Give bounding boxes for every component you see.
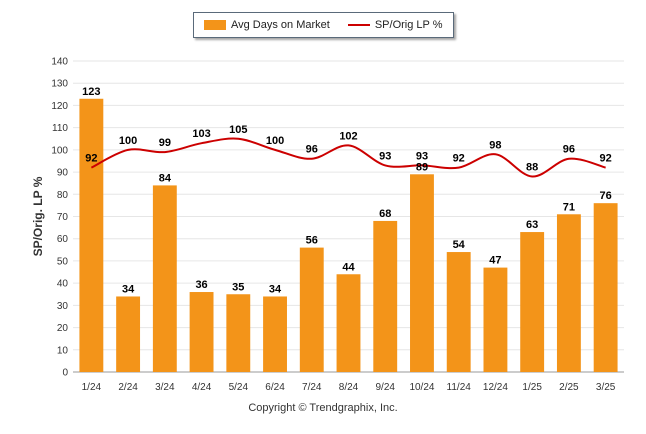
- x-tick-label: 2/24: [118, 382, 138, 393]
- bar-data-label: 54: [453, 239, 466, 251]
- line-data-label: 96: [563, 144, 575, 156]
- bar-data-label: 68: [379, 208, 391, 220]
- legend-line-label: SP/Orig LP %: [374, 19, 443, 31]
- bar-data-label: 44: [342, 261, 355, 273]
- line-data-label: 100: [119, 135, 137, 147]
- legend-item-line[interactable]: SP/Orig LP %: [340, 19, 443, 31]
- bar: [483, 267, 508, 372]
- legend-item-bar[interactable]: Avg Days on Market: [204, 19, 330, 31]
- line-data-label: 92: [600, 153, 612, 165]
- bar-data-label: 89: [416, 161, 428, 173]
- x-tick-label: 3/25: [596, 382, 616, 393]
- x-tick-label: 4/24: [192, 382, 212, 393]
- y-tick-label: 80: [57, 190, 69, 201]
- y-tick-label: 20: [57, 323, 69, 334]
- y-tick-label: 60: [57, 234, 69, 245]
- line-data-label: 102: [339, 130, 357, 142]
- y-tick-label: 70: [57, 212, 69, 223]
- bar-data-label: 56: [306, 235, 318, 247]
- bar: [556, 214, 581, 372]
- y-tick-label: 120: [51, 101, 68, 112]
- bar: [299, 247, 324, 372]
- y-axis-title: SP/Orig. LP %: [31, 176, 45, 256]
- copyright-text: Copyright © Trendgraphix, Inc.: [248, 402, 398, 414]
- bar-data-label: 76: [600, 190, 612, 202]
- bar: [226, 294, 251, 372]
- y-tick-label: 50: [57, 256, 69, 267]
- x-tick-label: 11/24: [447, 382, 472, 393]
- bar-data-label: 47: [489, 255, 501, 267]
- line-data-label: 92: [453, 153, 465, 165]
- y-tick-label: 140: [51, 57, 68, 68]
- y-tick-label: 10: [57, 345, 69, 356]
- x-tick-label: 1/24: [82, 382, 102, 393]
- x-tick-label: 8/24: [339, 382, 359, 393]
- bar: [373, 220, 398, 372]
- x-tick-label: 6/24: [265, 382, 285, 393]
- bar: [79, 98, 104, 372]
- bar: [336, 274, 361, 372]
- x-tick-label: 5/24: [229, 382, 249, 393]
- bar: [593, 203, 618, 372]
- chart-legend: Avg Days on Market SP/Orig LP %: [193, 12, 454, 38]
- x-tick-label: 2/25: [559, 382, 579, 393]
- x-tick-label: 10/24: [409, 382, 434, 393]
- x-tick-label: 12/24: [483, 382, 508, 393]
- bar-data-label: 36: [195, 279, 207, 291]
- y-tick-label: 130: [51, 79, 68, 90]
- legend-bar-label: Avg Days on Market: [231, 19, 330, 31]
- y-tick-label: 30: [57, 301, 69, 312]
- y-tick-label: 110: [52, 123, 68, 134]
- line-data-label: 88: [526, 162, 538, 174]
- line-data-label: 93: [416, 150, 428, 162]
- legend-bar-swatch: [204, 20, 226, 30]
- line-data-label: 96: [306, 144, 318, 156]
- bar-data-label: 71: [563, 201, 575, 213]
- bar: [152, 185, 177, 372]
- y-tick-label: 40: [57, 279, 69, 290]
- bar: [446, 252, 471, 372]
- x-tick-label: 1/25: [522, 382, 542, 393]
- series-line: [90, 137, 606, 178]
- y-tick-label: 0: [62, 368, 68, 379]
- x-tick-label: 3/24: [155, 382, 175, 393]
- line-data-label: 105: [229, 124, 247, 136]
- legend-line-swatch: [347, 24, 370, 26]
- x-tick-label: 9/24: [375, 382, 395, 393]
- bar-data-label: 63: [526, 219, 538, 231]
- line-data-label: 93: [379, 150, 391, 162]
- line-data-label: 99: [159, 137, 171, 149]
- bar-data-label: 123: [82, 86, 100, 98]
- bar-data-label: 34: [269, 283, 282, 295]
- bar-data-label: 34: [122, 283, 135, 295]
- y-tick-label: 100: [51, 145, 68, 156]
- bar: [189, 292, 214, 372]
- bar: [263, 296, 287, 372]
- line-data-label: 100: [266, 135, 284, 147]
- line-data-label: 98: [489, 139, 501, 151]
- bar: [410, 174, 434, 372]
- line-data-label: 92: [85, 153, 97, 165]
- y-tick-label: 90: [57, 168, 69, 179]
- bar-data-label: 84: [159, 172, 172, 184]
- bar: [520, 232, 545, 372]
- bar: [116, 296, 141, 372]
- x-tick-label: 7/24: [302, 382, 322, 393]
- bar-data-label: 35: [232, 281, 244, 293]
- line-data-label: 103: [192, 128, 210, 140]
